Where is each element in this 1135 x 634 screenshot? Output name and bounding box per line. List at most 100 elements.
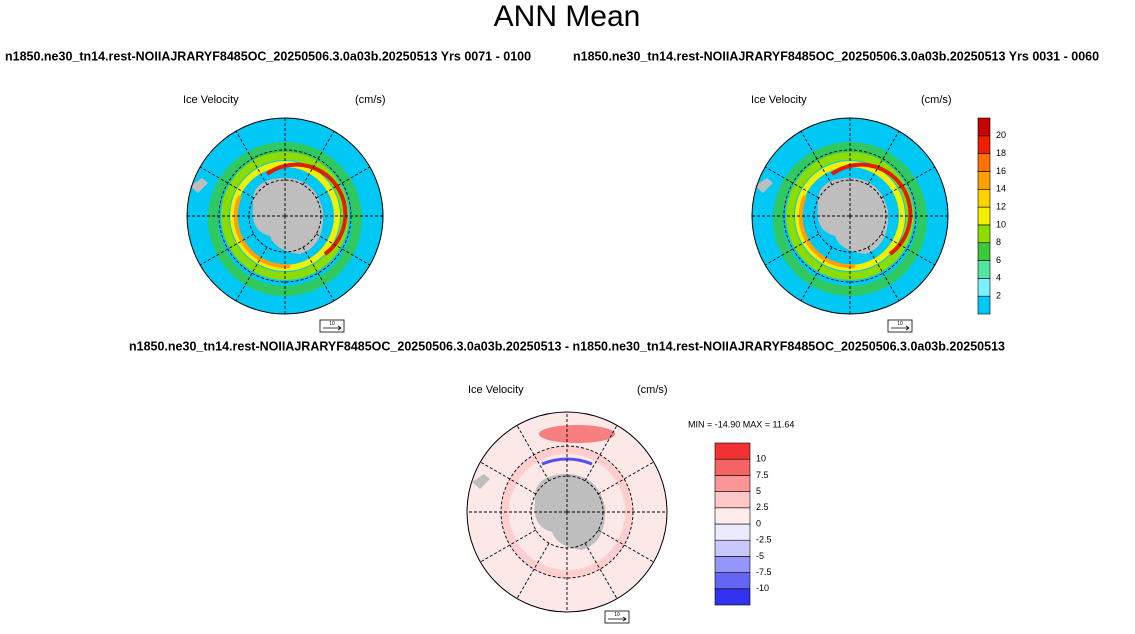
south-america — [755, 178, 773, 193]
vector-ref-box — [604, 610, 630, 624]
colorbar-box — [977, 206, 991, 226]
colorbar-label: 0 — [756, 518, 761, 528]
meridian — [516, 542, 550, 599]
colorbar-label: 18 — [996, 148, 1006, 158]
meridian — [584, 542, 618, 599]
colorbar-label: 16 — [996, 166, 1006, 176]
colorbar-label: 6 — [996, 255, 1001, 265]
colorbar-box — [977, 224, 991, 244]
colorbar-box — [977, 153, 991, 172]
colorbar-box — [714, 539, 751, 557]
polar-map: 10 — [466, 411, 668, 624]
meridian — [480, 461, 537, 495]
colorbar-label: 10 — [996, 219, 1006, 229]
colorbar-box — [714, 588, 751, 606]
meridian — [235, 130, 268, 186]
colorbar-label: 10 — [756, 454, 766, 464]
colorbar-box — [977, 135, 991, 154]
colorbar-label: 14 — [996, 184, 1006, 194]
meridian — [800, 246, 833, 302]
parallel — [218, 149, 352, 283]
meridian — [800, 130, 833, 186]
colorbar-label: 2.5 — [756, 502, 769, 512]
field-label: Ice Velocity — [183, 94, 239, 106]
colorbar-box — [977, 188, 991, 208]
coastal-jet — [265, 162, 348, 256]
vector-ref-arrow — [891, 325, 910, 331]
meridian — [880, 166, 936, 199]
south-america — [190, 178, 208, 193]
colorbar-box — [977, 278, 991, 297]
panel-caption: n1850.ne30_tn14.rest-NOIIAJRARYF8485OC_2… — [129, 339, 1005, 353]
colorbar-label: 5 — [756, 486, 761, 496]
colorbar-box — [977, 171, 991, 190]
colorbar-box — [714, 523, 751, 541]
meridian — [867, 246, 900, 302]
coastal-jet — [233, 195, 291, 269]
colorbar-label: 20 — [996, 130, 1006, 140]
colorbar-box — [714, 491, 751, 509]
meridian — [764, 233, 820, 266]
parallel — [783, 149, 917, 283]
colorbar-box — [714, 458, 751, 476]
meridian — [315, 166, 371, 199]
meridian — [302, 130, 335, 186]
colorbar-label: 12 — [996, 201, 1006, 211]
meridian — [880, 233, 936, 266]
meridian — [764, 166, 820, 199]
figure-title: ANN Mean — [494, 0, 641, 33]
field-label: Ice Velocity — [751, 94, 807, 106]
south-america — [472, 474, 490, 489]
meridian — [199, 166, 255, 199]
polar-map: 10 — [186, 117, 384, 333]
meridian — [597, 461, 654, 495]
coastal-jet — [830, 162, 913, 256]
units-label: (cm/s) — [355, 94, 386, 106]
colorbar-box — [714, 442, 751, 460]
colorbar-box — [977, 295, 991, 315]
units-label: (cm/s) — [637, 384, 668, 396]
colorbar-label: 2 — [996, 291, 1001, 301]
map-border — [466, 411, 668, 613]
vector-ref-arrow — [608, 616, 627, 622]
meridian — [867, 130, 900, 186]
parallel — [813, 179, 887, 253]
colorbar-box — [714, 507, 751, 525]
meridian — [584, 425, 618, 482]
parallel — [530, 475, 604, 549]
meridian — [480, 529, 537, 563]
polar-map: 10 — [751, 117, 949, 333]
parallel — [248, 179, 322, 253]
coastal-jet — [798, 195, 856, 269]
colorbar-label: -10 — [756, 583, 769, 593]
colorbar-box — [977, 260, 991, 279]
colorbar-box — [714, 556, 751, 573]
vector-ref-box — [319, 319, 345, 333]
colorbar-label: -7.5 — [756, 567, 772, 577]
colorbar-box — [714, 572, 751, 590]
parallel — [500, 445, 634, 579]
meridian — [597, 529, 654, 563]
colorbar-label: -5 — [756, 551, 764, 561]
panel-caption: n1850.ne30_tn14.rest-NOIIAJRARYF8485OC_2… — [573, 49, 1099, 63]
meridian — [516, 425, 550, 482]
colorbar-label: 4 — [996, 273, 1001, 283]
vector-ref-label: 10 — [614, 612, 620, 618]
vector-ref-arrow — [323, 325, 342, 331]
meridian — [302, 246, 335, 302]
colorbar-box — [977, 242, 991, 261]
meridian — [199, 233, 255, 266]
map-border — [186, 117, 384, 315]
map-border — [751, 117, 949, 315]
colorbar-box — [977, 117, 991, 137]
colorbar-box — [714, 475, 751, 492]
panel-caption: n1850.ne30_tn14.rest-NOIIAJRARYF8485OC_2… — [5, 49, 531, 63]
units-label: (cm/s) — [921, 94, 952, 106]
min-max: MIN = -14.90 MAX = 11.64 — [688, 419, 794, 429]
vector-ref-label: 10 — [329, 321, 335, 327]
vector-ref-label: 10 — [897, 321, 903, 327]
meridian — [235, 246, 268, 302]
colorbar-label: 8 — [996, 237, 1001, 247]
colorbar-label: 7.5 — [756, 470, 769, 480]
